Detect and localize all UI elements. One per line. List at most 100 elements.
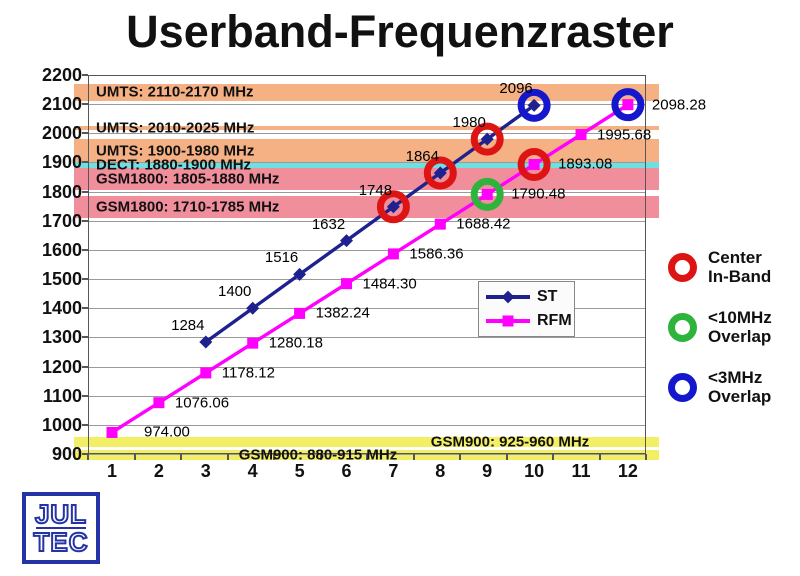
page-title: Userband-Frequenzraster <box>126 6 674 57</box>
x-axis-tick <box>273 454 275 460</box>
grid-line <box>88 133 646 135</box>
frequency-band-label: DECT: 1880-1900 MHz <box>96 156 252 174</box>
y-axis-tick <box>82 132 88 135</box>
frequency-band-label: UMTS: 1900-1980 MHz <box>96 142 255 160</box>
data-point-label: 1748 <box>358 181 393 199</box>
st-marker <box>480 132 494 146</box>
center-in-band-circle <box>376 190 410 224</box>
data-point-label: 974.00 <box>144 423 190 441</box>
grid-line <box>88 279 646 281</box>
st-marker <box>293 267 307 281</box>
frequency-band <box>74 436 659 447</box>
grid-line <box>88 424 646 426</box>
data-point-label: 1382.24 <box>315 304 370 322</box>
x-axis-tick <box>505 454 508 460</box>
center-in-band-circle <box>423 156 457 190</box>
x-axis-tick <box>133 454 136 460</box>
key-label-line: Overlap <box>708 327 772 346</box>
rfm-marker <box>481 188 493 200</box>
key-label-line: Overlap <box>708 387 772 406</box>
rfm-series-line <box>111 103 629 434</box>
y-axis-tick <box>82 161 88 164</box>
x-axis-tick <box>645 454 647 460</box>
x-axis-label: 4 <box>247 461 258 481</box>
frequency-band <box>74 139 659 163</box>
y-axis-tick <box>82 365 88 368</box>
grid-line <box>88 191 646 193</box>
frequency-band <box>74 168 659 191</box>
data-point-label: 1980 <box>452 114 486 132</box>
legend-item-st: ST <box>486 288 574 306</box>
y-axis-label: 1500 <box>41 269 82 290</box>
st-marker <box>386 200 400 214</box>
y-axis-tick <box>82 190 88 193</box>
data-point-label: 2096 <box>499 80 533 98</box>
3mhz-overlap-circle <box>611 88 645 122</box>
rfm-marker <box>294 307 306 319</box>
rfm-line-sample <box>486 315 530 327</box>
data-point-label: 1688.42 <box>456 215 511 233</box>
data-point-label: 1516 <box>264 249 299 267</box>
plot-border <box>88 75 646 454</box>
data-point-label: 1400 <box>218 283 252 301</box>
y-axis-label: 1800 <box>41 181 82 202</box>
y-axis-label: 2100 <box>41 94 82 115</box>
y-axis-tick <box>82 307 88 310</box>
data-point-label: 1632 <box>311 215 346 233</box>
logo-line-tec: TEC <box>33 526 89 557</box>
y-axis-label: 1900 <box>41 152 82 173</box>
st-marker <box>340 234 353 248</box>
st-marker <box>527 98 541 112</box>
center-in-band-circle <box>517 147 551 181</box>
grid-line <box>88 249 646 251</box>
x-axis-tick <box>598 454 601 460</box>
rfm-marker <box>153 397 165 409</box>
x-axis-label: 7 <box>388 461 399 481</box>
rfm-marker <box>341 278 352 290</box>
x-axis-tick <box>412 454 415 460</box>
grid-line <box>88 104 646 106</box>
annotation-key: Center In-Band <10MHz Overlap <3MHz Overlap <box>668 248 772 406</box>
key-item-10mhz-overlap: <10MHz Overlap <box>668 308 772 346</box>
x-axis-tick <box>552 454 554 460</box>
frequency-band-label: UMTS: 2110-2170 MHz <box>96 83 254 101</box>
data-point-label: 1586.36 <box>409 245 464 263</box>
x-axis-label: 9 <box>482 461 493 481</box>
rfm-marker <box>575 129 587 141</box>
y-axis-label: 1400 <box>41 298 82 319</box>
data-point-label: 1864 <box>405 147 439 165</box>
x-axis-tick <box>459 454 461 460</box>
grid-line <box>88 395 646 397</box>
rfm-marker <box>528 158 540 170</box>
x-axis-label: 10 <box>524 461 545 481</box>
y-axis-tick <box>82 248 88 251</box>
key-label-line: In-Band <box>708 267 772 286</box>
y-axis-label: 2000 <box>41 123 82 144</box>
chart-legend: ST RFM <box>478 281 575 337</box>
frequency-band <box>74 83 659 102</box>
data-point-label: 1076.06 <box>174 394 230 412</box>
10mhz-overlap-circle <box>470 177 504 211</box>
rfm-marker <box>200 367 212 379</box>
x-axis-tick <box>180 454 182 460</box>
diamond-marker-icon <box>501 290 515 304</box>
y-axis-tick <box>82 394 88 397</box>
jultec-logo: JUL TEC <box>22 492 100 564</box>
x-axis-tick <box>87 454 89 460</box>
y-axis-tick <box>82 336 88 339</box>
y-axis-label: 1700 <box>41 210 82 231</box>
x-axis-label: 1 <box>106 461 117 481</box>
x-axis-label: 5 <box>294 461 305 481</box>
y-axis-tick <box>82 103 88 106</box>
key-item-3mhz-overlap: <3MHz Overlap <box>668 368 772 406</box>
st-marker <box>433 166 447 180</box>
red-circle-icon <box>668 252 697 282</box>
frequency-band-label: UMTS: 2010-2025 MHz <box>96 119 255 137</box>
rfm-marker <box>387 248 399 260</box>
x-axis-tick <box>366 454 368 460</box>
x-axis-tick <box>226 454 229 460</box>
y-axis-label: 1000 <box>41 414 82 435</box>
legend-label-rfm: RFM <box>537 312 572 329</box>
legend-label-st: ST <box>537 288 558 305</box>
